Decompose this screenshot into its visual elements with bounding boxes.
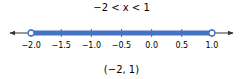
tick-label: −2.0	[21, 41, 40, 50]
title: −2 < x < 1	[93, 2, 150, 13]
endpoint	[28, 30, 34, 36]
tick-label: 0.5	[175, 41, 188, 50]
tick-label: −1.5	[52, 41, 71, 50]
tick-label: 0.0	[145, 41, 158, 50]
endpoint	[209, 30, 215, 36]
tick-label: −0.5	[112, 41, 131, 50]
tick-label: 1.0	[206, 41, 219, 50]
chart-container: −2 < x < 1 −2.0 −1.5 −1.0 −0.5 0.0 0.5 1.0 (−2, …	[0, 0, 243, 79]
chart-svg: −2 < x < 1 −2.0 −1.5 −1.0 −0.5 0.0 0.5 1.0 (−2, …	[0, 0, 243, 79]
interval-shade	[31, 31, 212, 36]
interval-label: (−2, 1)	[104, 64, 139, 75]
plot-area	[28, 30, 215, 36]
axis-line	[10, 33, 233, 34]
tick-label: −1.0	[82, 41, 101, 50]
